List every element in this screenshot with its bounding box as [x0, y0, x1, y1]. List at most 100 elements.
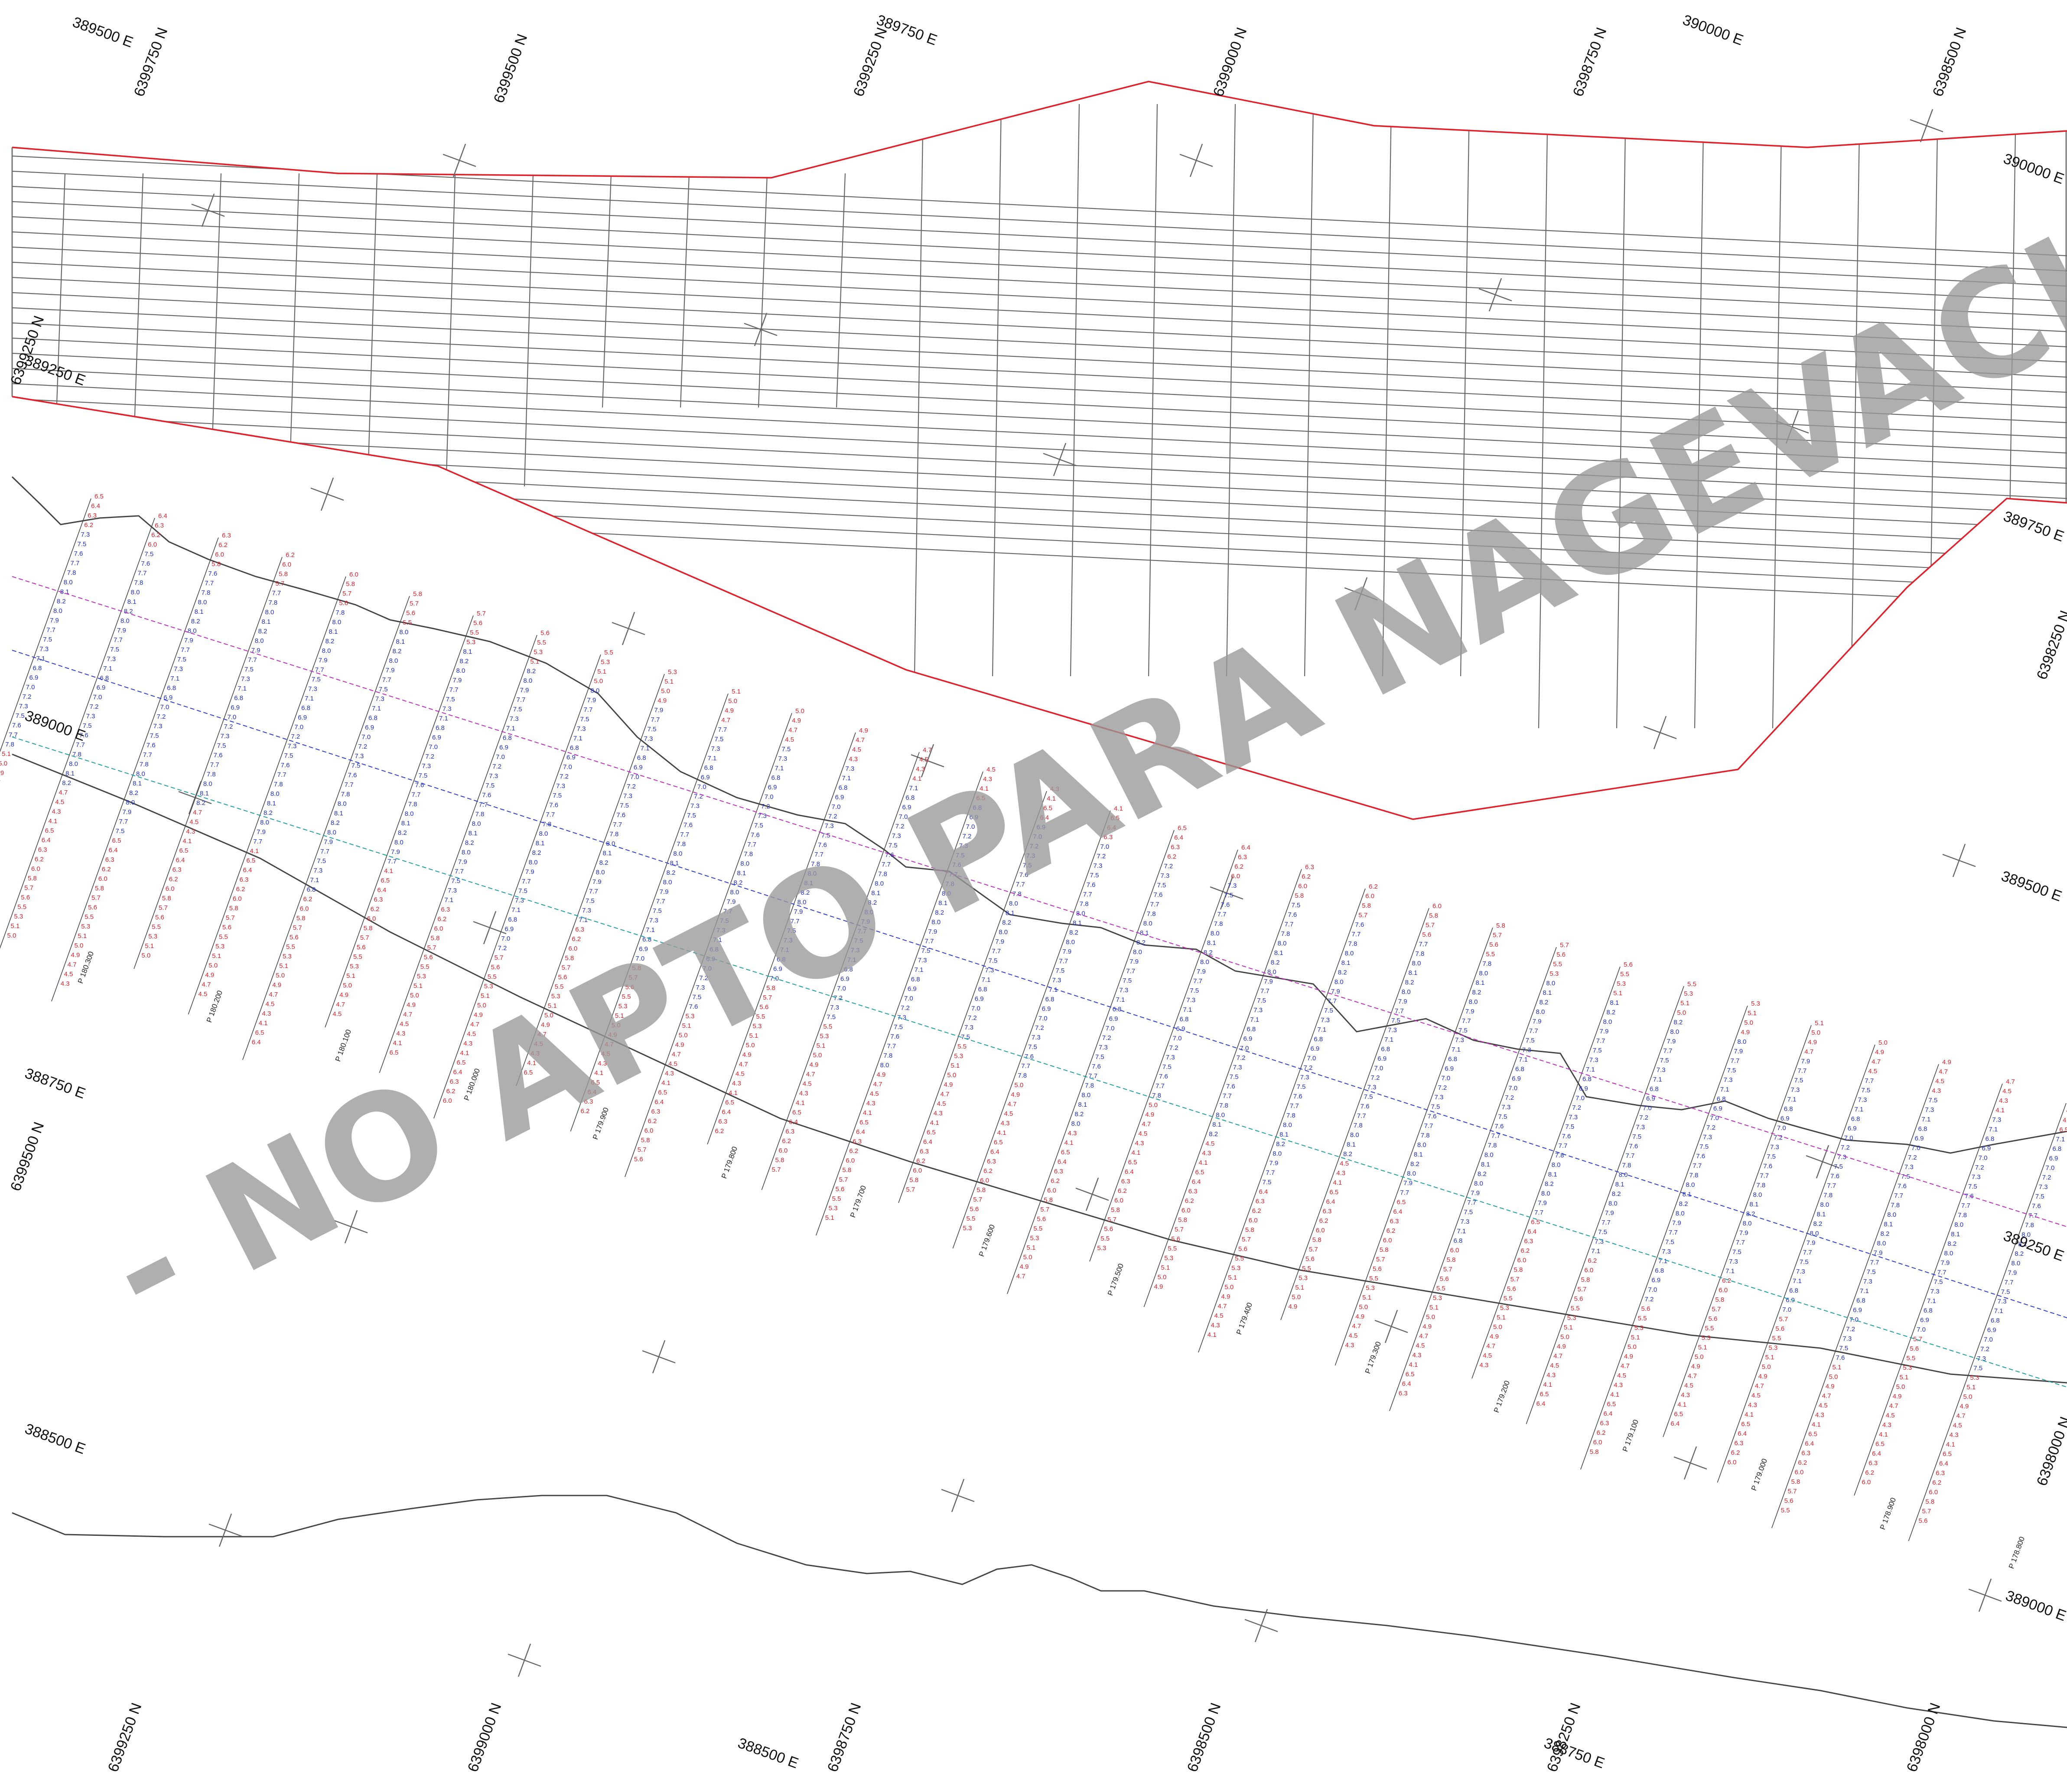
sounding-value: 6.8 — [33, 665, 42, 672]
sounding-value: 4.3 — [186, 828, 195, 835]
sounding-value: 7.8 — [1080, 900, 1089, 908]
sounding-value: 7.3 — [1662, 1248, 1671, 1255]
sounding-value: 8.1 — [195, 608, 204, 616]
sounding-value: 6.9 — [1243, 1035, 1252, 1043]
sounding-value: 6.5 — [927, 1129, 936, 1136]
sounding-value: 8.0 — [1603, 1018, 1612, 1026]
sounding-value: 4.1 — [527, 1059, 536, 1067]
sounding-value: 5.0 — [1829, 1373, 1838, 1381]
sounding-value: 8.0 — [2011, 1260, 2020, 1267]
sounding-value: 6.4 — [1259, 1188, 1268, 1196]
sounding-value: 6.3 — [105, 856, 114, 863]
sounding-value: 7.7 — [205, 580, 214, 587]
sounding-value: 6.9 — [432, 734, 441, 741]
profile-line: 4.74.54.34.17.16.86.97.07.27.37.57.67.77… — [761, 746, 932, 1190]
sounding-value: 5.3 — [954, 1052, 963, 1060]
sounding-value: 4.5 — [55, 798, 64, 806]
sounding-value: 8.0 — [1737, 1038, 1746, 1046]
sounding-value: 5.3 — [829, 1205, 838, 1212]
sounding-value: 5.1 — [145, 942, 154, 950]
sounding-value: 5.6 — [339, 600, 348, 607]
sounding-value: 5.6 — [155, 914, 164, 921]
sounding-value: 7.7 — [1602, 1219, 1611, 1226]
sounding-value: 7.2 — [560, 773, 569, 780]
sounding-value: 8.2 — [459, 658, 469, 665]
survey-cross-marker — [642, 1340, 676, 1374]
sounding-value: 7.9 — [727, 898, 736, 906]
sounding-value: 5.3 — [1030, 1235, 1039, 1242]
sounding-value: 8.1 — [1615, 1181, 1624, 1188]
sounding-value: 7.0 — [770, 975, 779, 982]
sounding-value: 5.8 — [766, 984, 775, 992]
sounding-value: 6.3 — [1734, 1440, 1743, 1447]
parcel-column-line — [680, 173, 690, 408]
sounding-value: 7.3 — [515, 897, 524, 904]
sounding-value: 7.2 — [1102, 1034, 1111, 1042]
sounding-value: 4.1 — [1946, 1441, 1955, 1448]
sounding-value: 8.2 — [392, 648, 401, 655]
sounding-value: 8.0 — [1216, 1111, 1225, 1119]
sounding-value: 5.1 — [1228, 1274, 1237, 1281]
sounding-value: 7.3 — [959, 842, 968, 850]
sounding-value: 4.5 — [199, 990, 208, 998]
sounding-value: 6.3 — [1171, 844, 1180, 851]
sounding-value: 6.0 — [1182, 1207, 1191, 1214]
sounding-value: 5.7 — [1309, 1246, 1318, 1253]
sounding-value: 5.7 — [1376, 1256, 1385, 1263]
sounding-value: 7.6 — [689, 1003, 698, 1010]
sounding-value: 6.8 — [570, 744, 579, 752]
sounding-value: 7.6 — [1159, 1073, 1168, 1080]
sounding-value: 6.8 — [1045, 996, 1055, 1003]
profile-line: 6.05.85.75.67.77.88.08.18.28.07.97.77.57… — [1280, 903, 1442, 1320]
sounding-value: 5.7 — [1443, 1266, 1452, 1273]
sounding-value: 7.5 — [1028, 1043, 1037, 1051]
parcel-column-line — [446, 173, 456, 475]
sounding-value: 7.9 — [386, 667, 395, 674]
sounding-value: 4.5 — [1886, 1412, 1895, 1419]
sounding-value: 8.0 — [1278, 940, 1287, 947]
sounding-value: 8.1 — [1951, 1231, 1960, 1238]
sounding-value: 7.9 — [1465, 1008, 1475, 1015]
sounding-value: 5.0 — [679, 1032, 688, 1039]
sounding-value: 5.1 — [2, 750, 11, 758]
sounding-value: 6.9 — [1853, 1307, 1862, 1314]
sounding-value: 7.8 — [5, 741, 14, 748]
sounding-value: 6.4 — [109, 847, 118, 854]
sounding-value: 7.3 — [1522, 1046, 1531, 1054]
sounding-value: 7.3 — [1434, 1094, 1443, 1101]
sounding-value: 6.9 — [773, 965, 782, 973]
sounding-value: 7.5 — [1901, 1173, 1910, 1180]
survey-cross-marker — [744, 313, 778, 346]
sounding-value: 7.3 — [1300, 1074, 1309, 1081]
sounding-value: 7.9 — [1264, 978, 1273, 985]
sounding-value: 6.3 — [88, 512, 97, 519]
sounding-value: 5.0 — [7, 932, 16, 939]
sounding-value: 7.2 — [1304, 1064, 1313, 1072]
sounding-value: 7.5 — [1464, 1209, 1473, 1216]
sounding-value: 5.8 — [1581, 1276, 1590, 1284]
sounding-value: 8.0 — [740, 860, 749, 867]
sounding-value: 6.8 — [1247, 1026, 1256, 1033]
sounding-value: 5.3 — [417, 973, 426, 980]
sounding-value: 6.2 — [1319, 1217, 1328, 1225]
sounding-value: 7.5 — [451, 877, 460, 885]
sounding-value: 8.1 — [469, 830, 478, 837]
sounding-value: 6.5 — [1875, 1440, 1885, 1448]
sounding-value: 6.2 — [916, 1157, 925, 1165]
sounding-value: 7.3 — [153, 723, 163, 730]
sounding-value: 6.9 — [768, 784, 777, 791]
sounding-value: 7.0 — [1106, 1025, 1115, 1032]
survey-cross-marker — [612, 612, 645, 645]
sounding-value: 6.0 — [98, 875, 107, 883]
sounding-value: 7.3 — [716, 927, 726, 934]
sounding-value: 5.5 — [832, 1195, 841, 1202]
sounding-value: 4.1 — [997, 1129, 1006, 1137]
sounding-value: 6.0 — [31, 865, 40, 873]
sounding-value: 4.7 — [739, 1061, 748, 1068]
sounding-value: 5.3 — [820, 1033, 829, 1040]
sounding-value: 4.7 — [1621, 1362, 1630, 1370]
sounding-value: 7.5 — [1660, 1057, 1669, 1064]
sounding-value: 8.0 — [1267, 968, 1276, 976]
sounding-value: 5.8 — [775, 1157, 784, 1164]
sounding-value: 7.0 — [1374, 1065, 1383, 1072]
